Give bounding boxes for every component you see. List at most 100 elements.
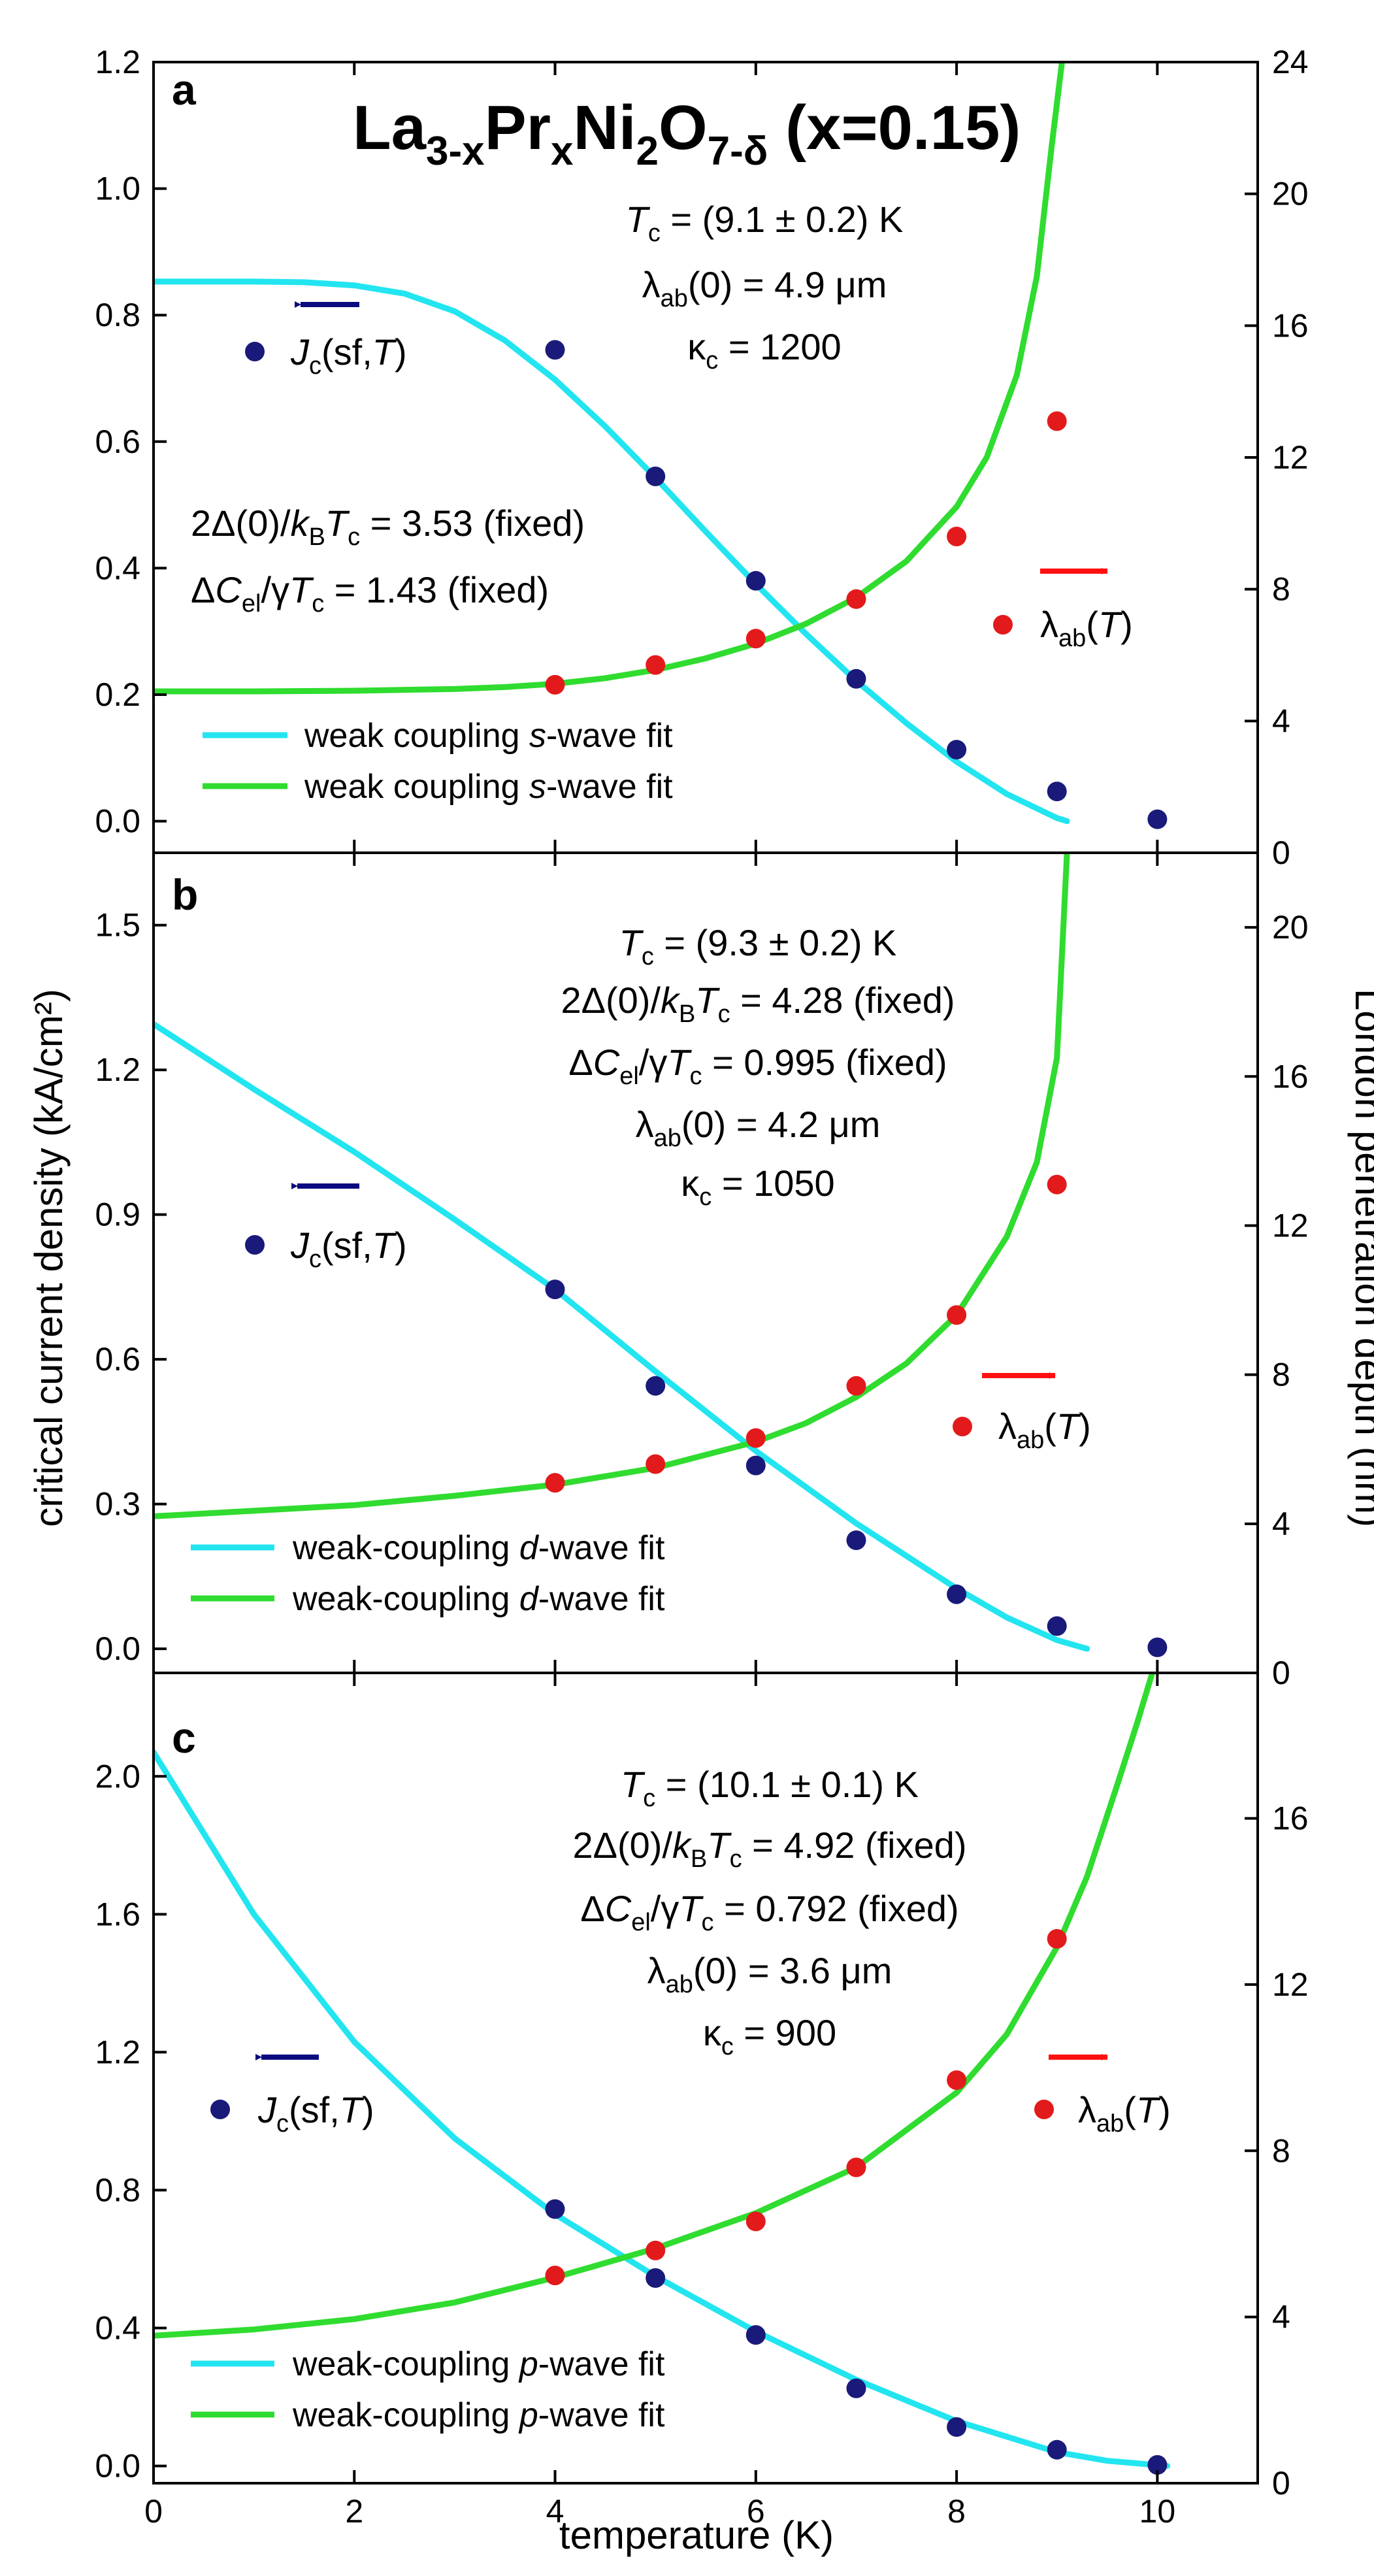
- panel-c-right-tick-label: 16: [1272, 1800, 1309, 1837]
- panel-b-left-tick-label: 1.5: [95, 907, 140, 944]
- panel-a-jc-point: [646, 467, 666, 486]
- panel-b-lambda-point: [745, 1428, 766, 1448]
- panel-a-legend-label-1: weak coupling s-wave fit: [304, 717, 673, 755]
- panel-c-lambda-fit-line: [154, 1673, 1156, 2339]
- panel-b-right-tick-label: 16: [1272, 1058, 1309, 1095]
- panel-b-jc-point: [745, 1455, 766, 1476]
- panel-b-jc-point: [545, 1280, 565, 1300]
- x-tick-label: 0: [144, 2493, 163, 2530]
- panel-a-letter: a: [172, 65, 197, 114]
- panel-a-left-tick-label: 0.0: [95, 803, 140, 840]
- panel-b-annotation-1: Tc = (9.3 ± 0.2) K: [619, 922, 897, 970]
- panel-c-jc-point: [947, 2417, 967, 2437]
- ylabel-right: London penetration depth (nm): [1347, 989, 1374, 1527]
- panel-b-legend-label-2: weak-coupling d-wave fit: [292, 1580, 665, 1618]
- panel-a-jc-label-marker: [245, 342, 265, 361]
- panel-b-annotation-4: λab(0) = 4.2 μm: [636, 1104, 881, 1152]
- panel-b-legend-label-1: weak-coupling d-wave fit: [292, 1529, 665, 1567]
- panel-b-right-tick-label: 0: [1272, 1655, 1290, 1691]
- panel-c-lambda-point: [1047, 1929, 1067, 1949]
- panel-b: 0.0 0.3 0.6 0.9 1.2 1.5 0 4 8 12 16 20: [95, 851, 1309, 1691]
- panel-c-annotation-2: 2Δ(0)/kBTc = 4.92 (fixed): [572, 1825, 966, 1873]
- panel-a: 0.0 0.2 0.4 0.6 0.8 1.0 1.2 0 4 8 12 16 20 24: [95, 44, 1308, 871]
- panel-b-lambda-point: [646, 1454, 666, 1474]
- panel-a-jc-point: [947, 740, 967, 760]
- x-tick-label: 2: [345, 2493, 363, 2530]
- panel-a-lambda-point: [947, 527, 967, 546]
- x-tick-label: 8: [947, 2493, 966, 2530]
- panel-c-annotation-5: κc = 900: [703, 2012, 836, 2060]
- panel-b-lambda-label-marker: [953, 1417, 972, 1436]
- panel-c-jc-point: [1047, 2439, 1067, 2460]
- panel-a-left-tick-label: 0.6: [95, 423, 140, 460]
- panel-c-lambda-point: [646, 2240, 666, 2260]
- panel-b-jc-point: [1147, 1637, 1168, 1657]
- panel-c-letter: c: [172, 1713, 196, 1762]
- panel-b-right-tick-label: 8: [1272, 1357, 1290, 1393]
- x-tick-label: 6: [747, 2493, 765, 2530]
- panel-c-left-tick-label: 1.6: [95, 1896, 140, 1932]
- panel-b-jc-point: [646, 1376, 666, 1396]
- panel-b-jc-fit-line: [154, 1021, 1090, 1652]
- panel-c-jc-label-marker: [210, 2100, 230, 2119]
- panel-a-right-tick-label: 16: [1272, 307, 1309, 344]
- panel-a-left-tick-label: 1.0: [95, 171, 140, 207]
- ylabel-left: critical current density (kA/cm²): [27, 989, 71, 1527]
- panel-a-jc-point: [545, 340, 565, 360]
- panel-c-lambda-point: [947, 2070, 967, 2090]
- panel-a-right-tick-label: 20: [1272, 176, 1309, 212]
- panel-c-jc-label: Jc(sf,T): [257, 2089, 374, 2138]
- x-tick-label: 10: [1139, 2493, 1176, 2530]
- panel-c-left-tick-label: 2.0: [95, 1758, 140, 1794]
- panel-c-right-tick-label: 4: [1272, 2299, 1290, 2336]
- panel-c-right-tick-label: 0: [1272, 2465, 1290, 2502]
- panel-c-left-tick-label: 0.8: [95, 2171, 140, 2208]
- panel-b-lambda-point: [947, 1305, 967, 1325]
- panel-a-annotation-4: 2Δ(0)/kBTc = 3.53 (fixed): [191, 503, 585, 551]
- panel-a-lambda-point: [846, 589, 866, 609]
- panel-c-jc-point: [745, 2325, 766, 2345]
- panel-c-annotation-3: ΔCel/γTc = 0.792 (fixed): [580, 1888, 958, 1936]
- panel-a-left-tick-label: 0.2: [95, 676, 140, 713]
- panel-b-lambda-label: λab(T): [998, 1406, 1091, 1454]
- panel-c-left-tick-label: 0.4: [95, 2310, 140, 2347]
- panel-a-lambda-point: [745, 629, 766, 649]
- panel-c-lambda-point: [846, 2157, 866, 2177]
- panel-a-left-tick-label: 1.2: [95, 44, 140, 80]
- panel-a-right-tick-label: 0: [1272, 834, 1290, 871]
- panel-a-jc-label: Jc(sf,T): [290, 331, 407, 380]
- xlabel: temperature (K): [559, 2513, 834, 2557]
- panel-b-lambda-point: [846, 1376, 866, 1396]
- panel-b-jc-point: [947, 1584, 967, 1604]
- panel-c-jc-point: [846, 2378, 866, 2398]
- panel-a-lambda-point: [545, 674, 565, 695]
- panel-c-frame: [152, 1672, 1259, 2485]
- panel-c-left-tick-label: 1.2: [95, 2034, 140, 2070]
- panel-b-annotation-3: ΔCel/γTc = 0.995 (fixed): [568, 1042, 947, 1090]
- panel-b-lambda-point: [1047, 1174, 1067, 1195]
- panel-a-jc-point: [1147, 809, 1168, 829]
- panel-b-left-tick-label: 0.0: [95, 1630, 140, 1667]
- panel-b-jc-label: Jc(sf,T): [290, 1225, 407, 1273]
- panel-c-jc-point: [1147, 2455, 1168, 2475]
- panel-a-left-tick-label: 0.8: [95, 297, 140, 333]
- panel-c-legend-label-1: weak-coupling p-wave fit: [292, 2345, 665, 2383]
- panel-c-annotation-1: Tc = (10.1 ± 0.1) K: [621, 1764, 919, 1812]
- panel-a-jc-point: [846, 669, 866, 689]
- panel-c: 0.0 0.4 0.8 1.2 1.6 2.0 0 4 8 12 16 0 2 4 6 8 10: [95, 1672, 1309, 2530]
- panel-b-jc-point: [846, 1530, 866, 1550]
- panel-b-left-tick-label: 0.3: [95, 1486, 140, 1523]
- panel-a-lambda-point: [646, 655, 666, 675]
- panel-b-right-tick-label: 12: [1272, 1207, 1309, 1244]
- panel-b-left-tick-label: 0.9: [95, 1197, 140, 1233]
- panel-c-left-tick-label: 0.0: [95, 2448, 140, 2485]
- panel-c-right-tick-label: 12: [1272, 1966, 1309, 2003]
- panel-c-lambda-label: λab(T): [1078, 2089, 1171, 2138]
- panel-a-jc-point: [1047, 782, 1067, 802]
- panel-b-letter: b: [172, 870, 198, 919]
- panel-b-annotation-5: κc = 1050: [681, 1163, 834, 1211]
- panel-a-left-tick-label: 0.4: [95, 550, 140, 586]
- panel-a-annotation-1: Tc = (9.1 ± 0.2) K: [626, 199, 904, 247]
- panel-c-lambda-point: [745, 2211, 766, 2232]
